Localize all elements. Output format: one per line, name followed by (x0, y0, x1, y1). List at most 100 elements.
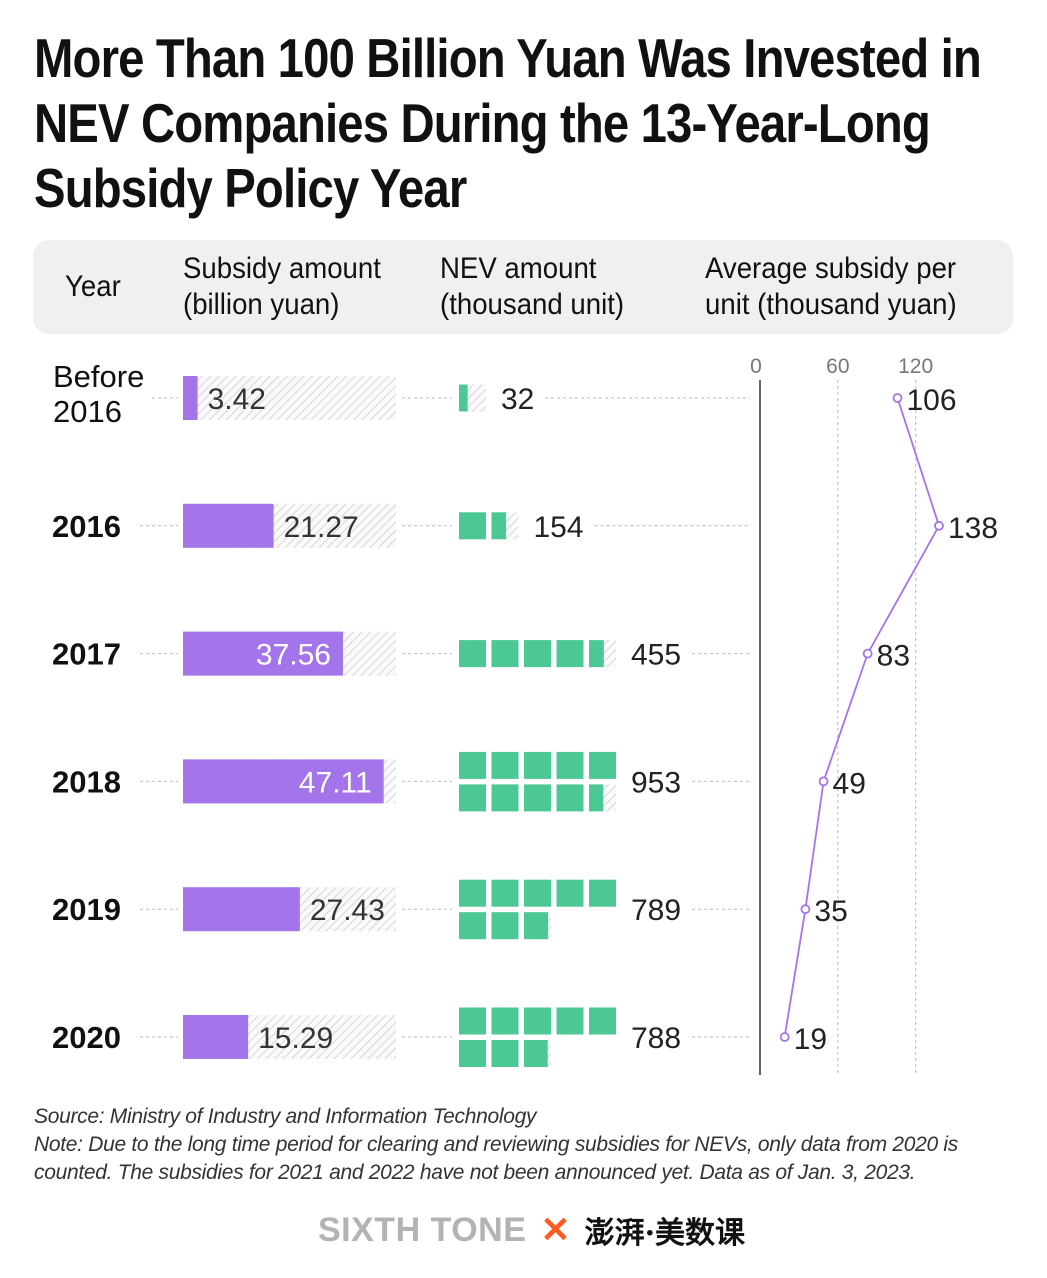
nev-square (491, 912, 519, 940)
nev-value: 953 (631, 766, 681, 799)
subsidy-bar (183, 887, 300, 932)
nev-square (524, 751, 551, 779)
nev-square (459, 1040, 486, 1067)
nev-square (556, 751, 584, 779)
average-subsidy-label: 19 (794, 1023, 827, 1056)
average-subsidy-point (779, 1032, 790, 1042)
subsidy-bar (183, 503, 274, 548)
header-year: Year (65, 270, 121, 303)
tick-label: 120 (898, 355, 933, 378)
nev-square (491, 879, 519, 907)
nev-square (459, 512, 486, 540)
logo: SIXTH TONE ✕ 澎湃·美数课 (318, 1208, 745, 1252)
nev-square (556, 879, 584, 907)
nev-square (459, 751, 486, 779)
header-avg: Average subsidy per unit (thousand yuan) (705, 251, 957, 323)
average-subsidy-label: 49 (833, 767, 866, 800)
subsidy-bar (183, 631, 344, 676)
average-subsidy-point (934, 520, 944, 531)
nev-square (556, 640, 584, 668)
header-nev-line1: NEV amount (440, 252, 597, 285)
year-label: Before (53, 359, 144, 394)
header-nev-line2: (thousand unit) (440, 288, 625, 321)
nev-square (524, 784, 551, 812)
year-label: 2017 (52, 637, 121, 672)
year-label: 2018 (52, 764, 121, 799)
nev-square (459, 912, 486, 940)
nev-square (589, 784, 604, 812)
nev-square (491, 512, 507, 540)
subsidy-bar (183, 376, 198, 420)
average-subsidy-point (800, 904, 811, 915)
average-subsidy-point (892, 393, 903, 403)
subsidy-value: 15.29 (258, 1022, 333, 1055)
cross-icon: ✕ (540, 1209, 571, 1250)
average-subsidy-label: 83 (877, 640, 910, 673)
header-avg-line2: unit (thousand yuan) (705, 288, 957, 321)
nev-square (524, 1007, 551, 1035)
header-subsidy-line1: Subsidy amount (183, 252, 381, 285)
notes: Source: Ministry of Industry and Informa… (34, 1103, 1034, 1187)
nev-value: 455 (631, 639, 681, 672)
nev-value: 32 (501, 383, 534, 416)
subsidy-value: 37.56 (256, 639, 331, 672)
nev-square (491, 751, 519, 779)
average-subsidy-label: 35 (814, 895, 847, 928)
average-subsidy-label: 138 (948, 512, 998, 545)
tick-label: 0 (750, 355, 762, 378)
nev-square (491, 1040, 519, 1067)
header-nev: NEV amount (thousand unit) (440, 251, 624, 323)
nev-square (556, 1007, 584, 1035)
subsidy-value: 21.27 (284, 511, 359, 544)
average-subsidy-point (818, 776, 829, 787)
tick-label: 60 (826, 355, 849, 378)
nev-square (491, 1007, 519, 1035)
table-header: Year Subsidy amount (billion yuan) NEV a… (33, 240, 1013, 334)
subsidy-bar (183, 759, 384, 804)
nev-square (524, 640, 551, 668)
header-avg-line1: Average subsidy per (705, 252, 957, 285)
nev-square (589, 640, 604, 668)
table-row: 2016 21.27 154 (52, 503, 750, 548)
table-row: 2017 37.56 455 (52, 631, 750, 676)
year-label: 2016 (52, 509, 121, 544)
nev-square (556, 784, 584, 812)
table-row: 2018 47.11 953 (52, 751, 750, 812)
nev-square (491, 784, 519, 812)
subsidy-value: 47.11 (299, 766, 372, 799)
subsidy-bar-background (183, 376, 396, 420)
average-subsidy-line (783, 397, 940, 1038)
subsidy-bar (183, 1015, 249, 1059)
sixth-tone-logo: SIXTH TONE (318, 1210, 527, 1249)
nev-square (459, 1007, 486, 1035)
table-row: 2020 15.29 788 (52, 1007, 750, 1067)
nev-value: 788 (631, 1022, 681, 1055)
nev-square (459, 879, 486, 907)
subsidy-value: 27.43 (310, 894, 385, 927)
nev-value: 154 (534, 511, 584, 544)
source-note: Source: Ministry of Industry and Informa… (34, 1105, 537, 1128)
nev-square (524, 1040, 548, 1067)
nev-square (589, 879, 616, 907)
year-label: 2016 (53, 394, 122, 429)
the-paper-logo: 澎湃·美数课 (584, 1216, 746, 1251)
nev-square (524, 912, 549, 940)
year-label: 2019 (52, 892, 121, 927)
nev-square (459, 640, 486, 668)
nev-square (589, 1007, 616, 1035)
nev-square (459, 384, 468, 412)
chart-title: More Than 100 Billion Yuan Was Invested … (34, 27, 982, 219)
nev-square (459, 784, 486, 812)
nev-square (589, 751, 616, 779)
year-label: 2020 (52, 1020, 121, 1055)
subsidy-value: 3.42 (208, 383, 266, 416)
nev-value: 789 (631, 894, 681, 927)
nev-square (491, 640, 519, 668)
average-subsidy-label: 106 (906, 384, 956, 417)
data-note: Note: Due to the long time period for cl… (34, 1133, 958, 1184)
header-subsidy: Subsidy amount (billion yuan) (183, 251, 381, 323)
header-subsidy-line2: (billion yuan) (183, 288, 340, 321)
average-subsidy-point (862, 648, 873, 659)
